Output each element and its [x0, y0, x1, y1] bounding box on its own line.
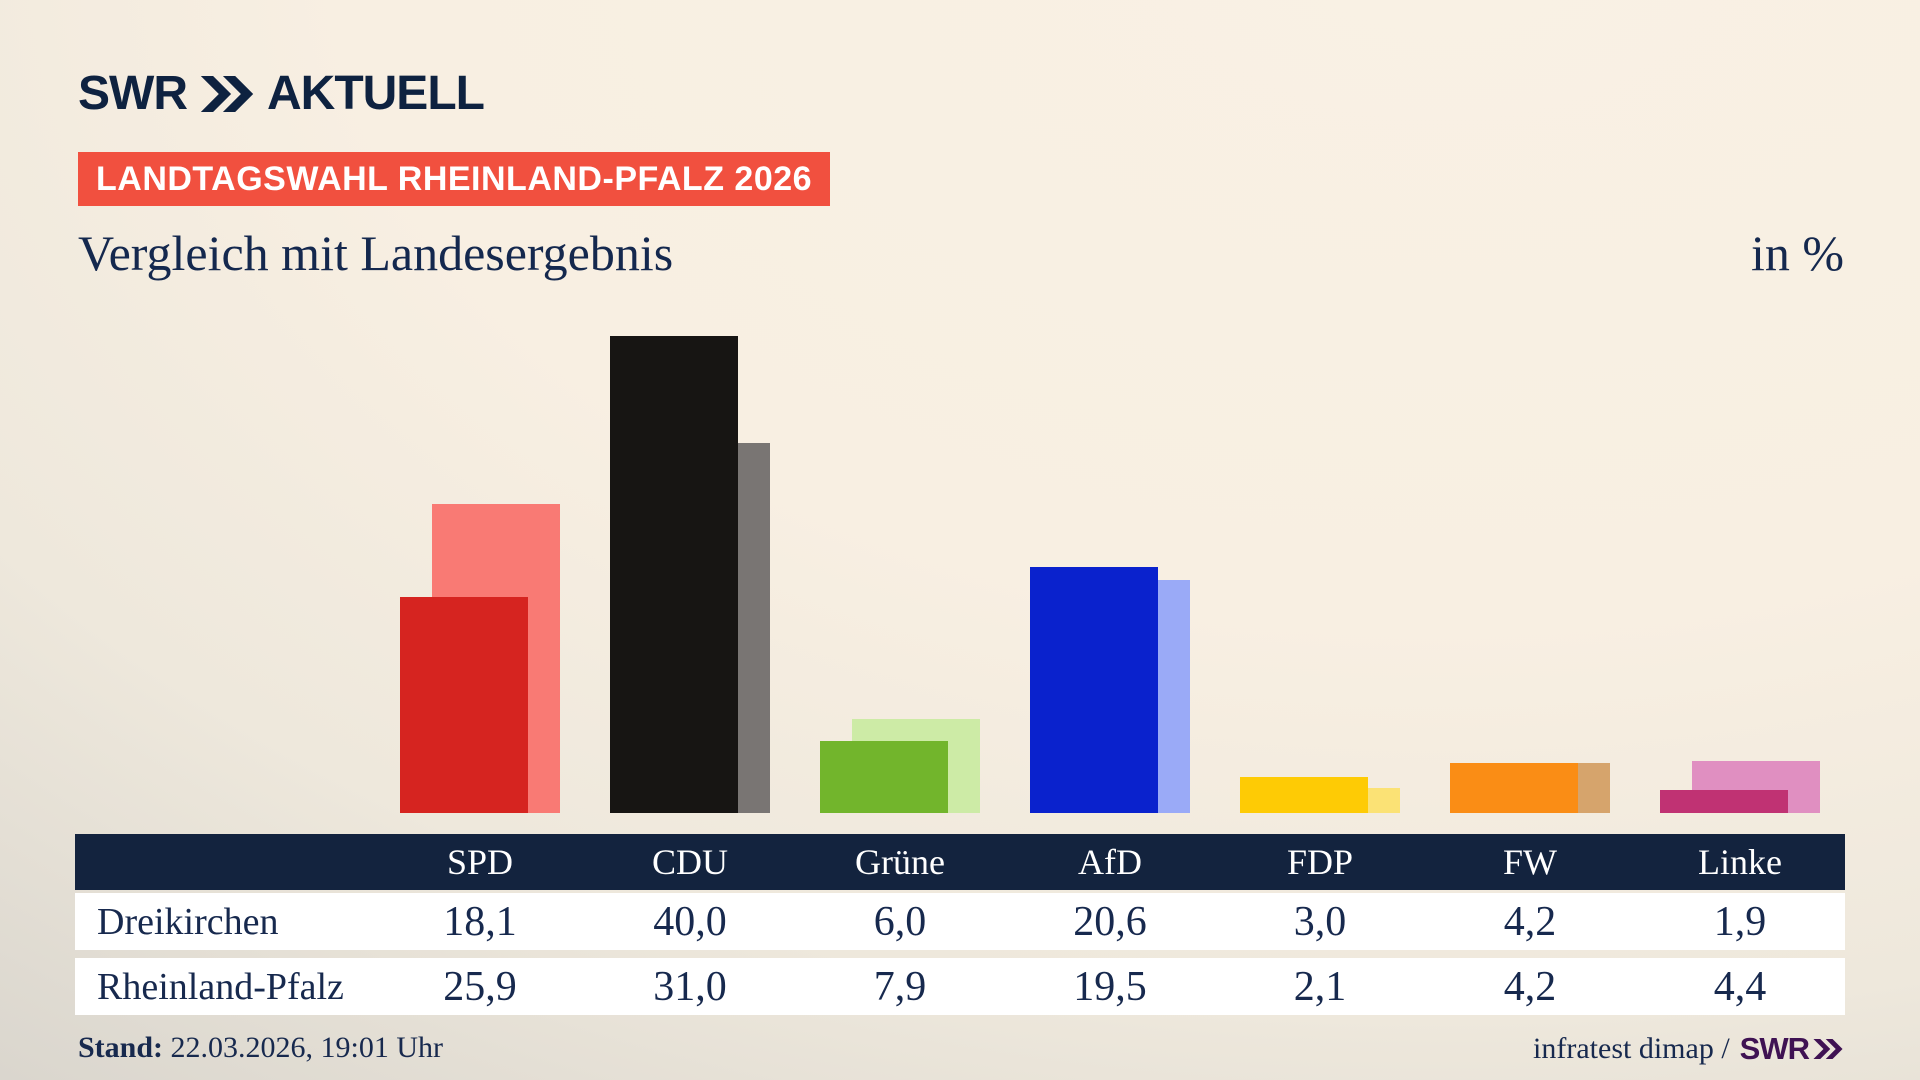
- credit-line: infratest dimap / SWR: [1533, 1031, 1844, 1067]
- logo-aktuell-text: AKTUELL: [266, 67, 485, 120]
- table-value-afd: 19,5: [1073, 963, 1147, 1010]
- bar-grne-dreikirchen: [820, 741, 948, 813]
- table-header-cell-fdp: FDP: [1286, 842, 1354, 882]
- double-chevron-icon: [200, 75, 254, 112]
- unit-label: in %: [1750, 225, 1844, 281]
- table-value-linke: 4,4: [1713, 963, 1767, 1010]
- table-header-cell-cdu: CDU: [651, 842, 728, 882]
- logo-swr-text: SWR: [78, 67, 188, 120]
- table-value-fw: 4,2: [1503, 898, 1557, 945]
- table-header-cell-linke: Linke: [1698, 842, 1782, 882]
- status-value: 22.03.2026, 19:01 Uhr: [163, 1031, 444, 1064]
- bar-linke-dreikirchen: [1660, 790, 1788, 813]
- table-header-cell-spd: SPD: [446, 842, 514, 882]
- table-value-linke: 1,9: [1713, 898, 1767, 945]
- bar-cdu-dreikirchen: [610, 336, 738, 813]
- chart-title: Vergleich mit Landesergebnis: [78, 225, 674, 281]
- credit-text: infratest dimap /: [1533, 1032, 1730, 1065]
- status-label: Stand:: [78, 1031, 164, 1064]
- table-header-cell-grne: Grüne: [855, 842, 945, 882]
- table-value-fw: 4,2: [1503, 963, 1557, 1010]
- swr-aktuell-logo: SWR AKTUELL: [78, 66, 485, 121]
- table-header-cell-afd: AfD: [1078, 842, 1142, 882]
- bar-afd-dreikirchen: [1030, 567, 1158, 813]
- credit-swr-text: SWR: [1739, 1031, 1810, 1066]
- table-row-label: Rheinland-Pfalz: [97, 965, 344, 1008]
- table-value-cdu: 31,0: [653, 963, 727, 1010]
- table-value-afd: 20,6: [1073, 898, 1147, 945]
- table-row-rheinland-pfalz: Rheinland-Pfalz 25,9 31,0 7,9 19,5 2,1 4,2 4,4: [75, 958, 1845, 1015]
- table-value-grne: 6,0: [873, 898, 927, 945]
- table-header-cell-fw: FW: [1503, 842, 1557, 882]
- table-row-dreikirchen: Dreikirchen 18,1 40,0 6,0 20,6 3,0 4,2 1,9: [75, 893, 1845, 950]
- double-chevron-icon: [1813, 1039, 1843, 1059]
- table-value-spd: 25,9: [443, 963, 517, 1010]
- status-line: Stand: 22.03.2026, 19:01 Uhr: [78, 1031, 443, 1065]
- table-value-grne: 7,9: [873, 963, 927, 1010]
- table-row-label: Dreikirchen: [97, 900, 279, 943]
- credit-swr-brand: SWR: [1740, 1031, 1844, 1067]
- table-value-cdu: 40,0: [653, 898, 727, 945]
- table-value-spd: 18,1: [443, 898, 517, 945]
- table-value-fdp: 3,0: [1293, 898, 1347, 945]
- bar-fw-dreikirchen: [1450, 763, 1578, 813]
- bar-spd-dreikirchen: [400, 597, 528, 813]
- table-value-fdp: 2,1: [1293, 963, 1347, 1010]
- election-badge: LANDTAGSWAHL RHEINLAND-PFALZ 2026: [78, 152, 831, 206]
- table-header-row: SPD CDU Grüne AfD FDP FW Linke: [75, 834, 1845, 890]
- bar-fdp-dreikirchen: [1240, 777, 1368, 813]
